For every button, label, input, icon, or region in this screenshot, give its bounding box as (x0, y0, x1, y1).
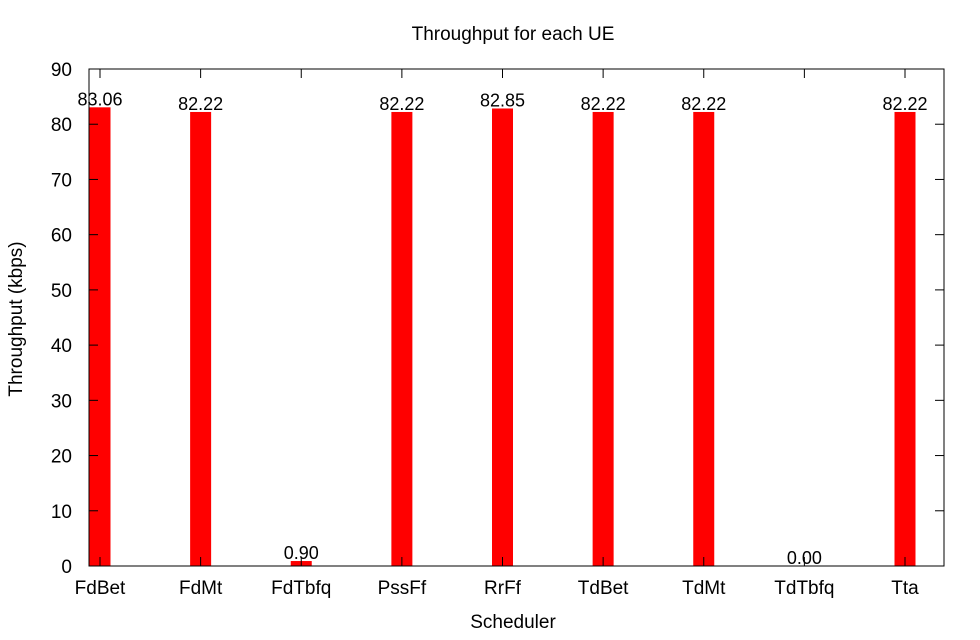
y-tick-label: 20 (51, 447, 72, 468)
x-tick-label-tdbet: TdBet (578, 578, 629, 599)
value-label-rrff: 82.85 (480, 90, 525, 110)
x-tick-label-fdtbfq: FdTbfq (271, 578, 331, 599)
value-label-tdmt: 82.22 (681, 94, 726, 114)
value-label-pssff: 82.22 (379, 94, 424, 114)
bar-rrff (492, 108, 513, 566)
ticks-layer (89, 68, 944, 567)
bar-pssff (391, 111, 413, 567)
value-label-tdtbfq: 0.00 (787, 548, 822, 568)
y-tick-label: 10 (51, 502, 72, 523)
x-tick-label-rrff: RrFf (484, 578, 522, 599)
value-label-fdtbfq: 0.90 (284, 543, 319, 563)
x-tick-label-pssff: PssFf (378, 578, 427, 599)
bar-fdbet (89, 107, 111, 566)
value-label-tdbet: 82.22 (581, 94, 626, 114)
y-tick-label: 90 (51, 60, 72, 81)
bar-tta (894, 111, 916, 567)
x-tick-label-tdmt: TdMt (682, 578, 726, 599)
y-tick-label: 50 (51, 281, 72, 302)
x-axis-label: Scheduler (470, 612, 556, 633)
x-tick-label-tta: Tta (891, 578, 919, 599)
bar-fdmt (190, 111, 212, 567)
bar-tdbet (592, 111, 614, 567)
y-tick-label: 40 (51, 336, 72, 357)
bar-tdmt (693, 111, 715, 567)
y-tick-label: 60 (51, 226, 72, 247)
y-tick-label: 30 (51, 391, 72, 412)
chart-title: Throughput for each UE (412, 24, 615, 45)
value-label-tta: 82.22 (882, 94, 927, 114)
value-label-fdbet: 83.06 (77, 89, 122, 109)
y-tick-label: 0 (61, 557, 72, 578)
y-tick-label: 70 (51, 170, 72, 191)
y-axis-label: Throughput (kbps) (6, 241, 27, 396)
x-tick-label-fdmt: FdMt (179, 578, 223, 599)
bars-layer (89, 107, 916, 567)
plot-area-frame (88, 68, 945, 567)
x-tick-label-tdtbfq: TdTbfq (774, 578, 834, 599)
x-tick-label-fdbet: FdBet (75, 578, 126, 599)
labels-layer: 83.06 82.22 0.90 82.22 82.85 82.22 82.22 0.00 82… (51, 60, 928, 599)
value-label-fdmt: 82.22 (178, 94, 223, 114)
y-tick-label: 80 (51, 115, 72, 136)
